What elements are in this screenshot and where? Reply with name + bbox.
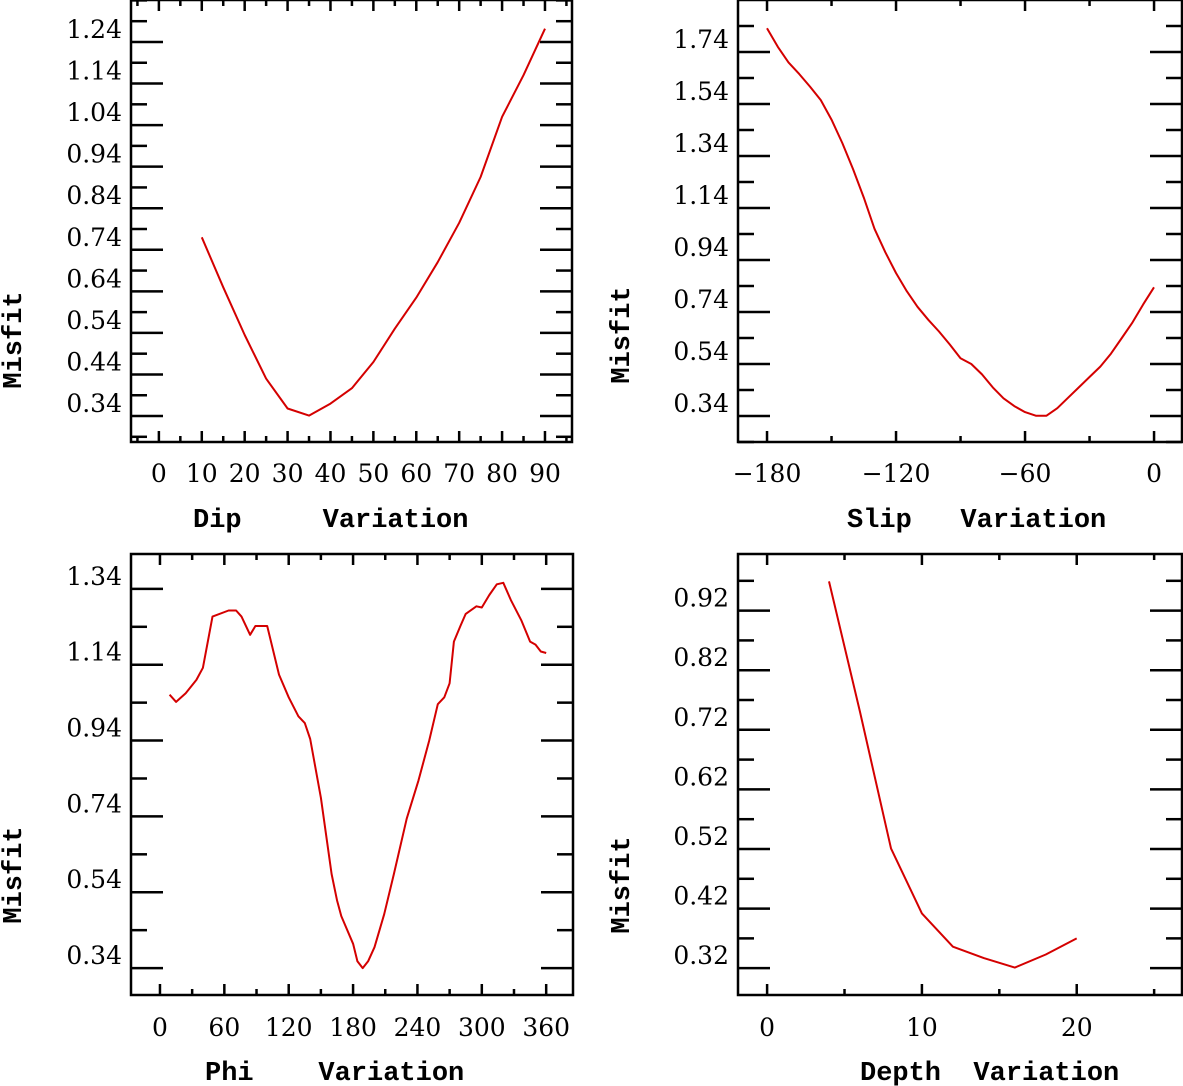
misfit-series-line — [168, 581, 547, 970]
y-tick-label: 1.34 — [66, 562, 122, 591]
y-tick-label: 0.54 — [66, 306, 122, 335]
y-axis-label: Misfit — [0, 826, 30, 923]
y-tick-label: 0.94 — [66, 714, 122, 743]
x-tick-label: 80 — [486, 459, 518, 488]
y-tick-label: 0.64 — [66, 264, 122, 293]
y-tick-label: 1.14 — [66, 638, 122, 667]
misfit-series-line — [200, 28, 546, 417]
y-axis-label: Misfit — [0, 291, 30, 388]
x-tick-label: 90 — [529, 459, 561, 488]
depth-variation-plot: 0 10 20 0.32 0.42 0.52 0.62 0.72 0.82 0.92 Depth V… — [608, 552, 1183, 1086]
x-tick-label: 240 — [394, 1013, 442, 1042]
y-axis-label: Misfit — [608, 836, 638, 933]
x-axis-label: Dip Variation — [193, 506, 468, 536]
x-tick-label: 50 — [357, 459, 389, 488]
y-tick-label: 0.32 — [673, 941, 729, 970]
x-tick-label: 20 — [1061, 1013, 1093, 1042]
x-tick-label: 0 — [152, 1013, 168, 1042]
x-tick-label: 60 — [400, 459, 432, 488]
y-tick-label: 1.04 — [66, 98, 122, 127]
x-tick-label: 10 — [186, 459, 218, 488]
y-tick-label: 0.44 — [66, 347, 122, 376]
plot-frame — [736, 552, 1183, 997]
y-tick-label: 1.24 — [66, 15, 122, 44]
x-tick-label: −60 — [999, 459, 1052, 488]
x-tick-label: 0 — [1146, 459, 1162, 488]
y-axis-label: Misfit — [608, 286, 638, 383]
y-tick-label: 0.62 — [673, 762, 729, 791]
y-tick-label: 0.34 — [673, 389, 729, 418]
x-tick-label: 120 — [265, 1013, 313, 1042]
phi-variation-plot: 0 60 120 180 240 300 360 0.34 0.54 0.74 0.94 1.14 1.… — [0, 552, 575, 1086]
y-tick-label: 0.54 — [66, 865, 122, 894]
y-tick-label: 0.52 — [673, 822, 729, 851]
y-tick-label: 0.54 — [673, 337, 729, 366]
plot-frame — [129, 552, 575, 997]
y-tick-label: 0.94 — [66, 140, 122, 169]
x-tick-label: 0 — [151, 459, 167, 488]
y-tick-label: 0.92 — [673, 584, 729, 613]
x-tick-label: 40 — [315, 459, 347, 488]
y-tick-label: 0.82 — [673, 643, 729, 672]
y-tick-label: 0.84 — [66, 181, 122, 210]
misfit-series-line — [828, 581, 1078, 969]
y-tick-label: 1.74 — [673, 25, 729, 54]
x-tick-label: −120 — [862, 459, 931, 488]
y-tick-label: 0.74 — [673, 285, 729, 314]
x-tick-label: 360 — [522, 1013, 570, 1042]
y-tick-label: 0.94 — [673, 233, 729, 262]
x-tick-label: 180 — [329, 1013, 377, 1042]
x-axis-label: Phi Variation — [205, 1059, 464, 1086]
x-tick-label: 10 — [906, 1013, 938, 1042]
x-axis-label: Depth Variation — [860, 1059, 1119, 1086]
x-tick-label: 30 — [272, 459, 304, 488]
y-tick-label: 1.14 — [673, 181, 729, 210]
misfit-series-line — [766, 27, 1155, 417]
x-tick-label: 60 — [208, 1013, 240, 1042]
y-tick-label: 1.54 — [673, 77, 729, 106]
y-tick-label: 0.34 — [66, 941, 122, 970]
x-tick-label: 0 — [759, 1013, 775, 1042]
x-tick-label: 300 — [458, 1013, 506, 1042]
x-axis-label: Slip Variation — [847, 506, 1106, 536]
y-tick-label: 1.14 — [66, 57, 122, 86]
y-tick-label: 0.74 — [66, 789, 122, 818]
dip-variation-plot: 0 10 20 30 40 50 60 70 80 90 0.34 0.44 0.54 0.64 0.74 0… — [0, 0, 574, 536]
x-tick-label: 20 — [229, 459, 261, 488]
y-tick-label: 0.72 — [673, 703, 729, 732]
y-tick-label: 0.34 — [66, 389, 122, 418]
plot-frame — [736, 0, 1183, 444]
x-tick-label: 70 — [443, 459, 475, 488]
y-tick-label: 0.42 — [673, 882, 729, 911]
y-tick-label: 0.74 — [66, 223, 122, 252]
plot-frame — [129, 0, 574, 444]
x-tick-label: −180 — [733, 459, 802, 488]
y-tick-label: 1.34 — [673, 129, 729, 158]
slip-variation-plot: −180 −120 −60 0 0.34 0.54 0.74 0.94 1.14 1.34 1.54… — [608, 0, 1183, 536]
